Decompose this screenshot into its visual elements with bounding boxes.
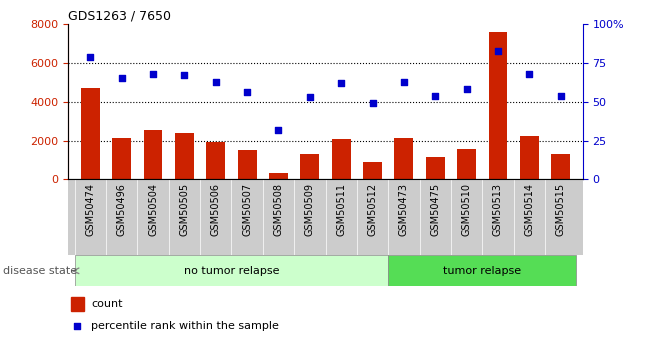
Text: count: count [92, 299, 123, 309]
Bar [238, 150, 256, 179]
Bar [520, 136, 539, 179]
Text: GSM50474: GSM50474 [85, 183, 95, 236]
Bar [426, 157, 445, 179]
Point [305, 94, 315, 100]
Text: GSM50513: GSM50513 [493, 183, 503, 236]
Point [148, 71, 158, 77]
Point [210, 79, 221, 84]
Bar [488, 32, 507, 179]
Point [462, 87, 472, 92]
Bar [269, 172, 288, 179]
Point [85, 54, 96, 59]
Text: GSM50514: GSM50514 [524, 183, 534, 236]
Text: GSM50506: GSM50506 [211, 183, 221, 236]
Text: GSM50496: GSM50496 [117, 183, 127, 236]
Point [242, 90, 253, 95]
Text: tumor relapse: tumor relapse [443, 266, 521, 276]
Text: GSM50473: GSM50473 [399, 183, 409, 236]
Text: GSM50512: GSM50512 [368, 183, 378, 236]
Point [493, 48, 503, 53]
Text: GSM50504: GSM50504 [148, 183, 158, 236]
Bar [144, 130, 163, 179]
Point [367, 101, 378, 106]
Text: GSM50507: GSM50507 [242, 183, 252, 236]
Text: GSM50475: GSM50475 [430, 183, 440, 236]
Text: GSM50510: GSM50510 [462, 183, 471, 236]
Bar [363, 162, 382, 179]
Text: no tumor relapse: no tumor relapse [184, 266, 279, 276]
Text: percentile rank within the sample: percentile rank within the sample [92, 322, 279, 331]
Bar [71, 297, 84, 311]
Point [524, 71, 534, 77]
Point [117, 76, 127, 81]
Text: disease state: disease state [3, 266, 77, 276]
Text: GSM50509: GSM50509 [305, 183, 315, 236]
Bar [75, 255, 388, 286]
Text: GSM50515: GSM50515 [556, 183, 566, 236]
Text: GDS1263 / 7650: GDS1263 / 7650 [68, 10, 171, 23]
Point [430, 93, 441, 98]
Point [72, 324, 83, 329]
Bar [81, 88, 100, 179]
Text: GSM50505: GSM50505 [180, 183, 189, 236]
Bar [175, 133, 194, 179]
Bar [395, 138, 413, 179]
Text: GSM50511: GSM50511 [336, 183, 346, 236]
Point [555, 93, 566, 98]
Bar [388, 255, 576, 286]
Point [179, 72, 189, 78]
Bar [332, 139, 351, 179]
Bar [300, 154, 319, 179]
Bar [112, 138, 131, 179]
Bar [551, 154, 570, 179]
Point [273, 127, 284, 132]
Bar [457, 149, 476, 179]
Bar [206, 141, 225, 179]
Text: GSM50508: GSM50508 [273, 183, 283, 236]
Point [336, 80, 346, 86]
Point [398, 79, 409, 84]
